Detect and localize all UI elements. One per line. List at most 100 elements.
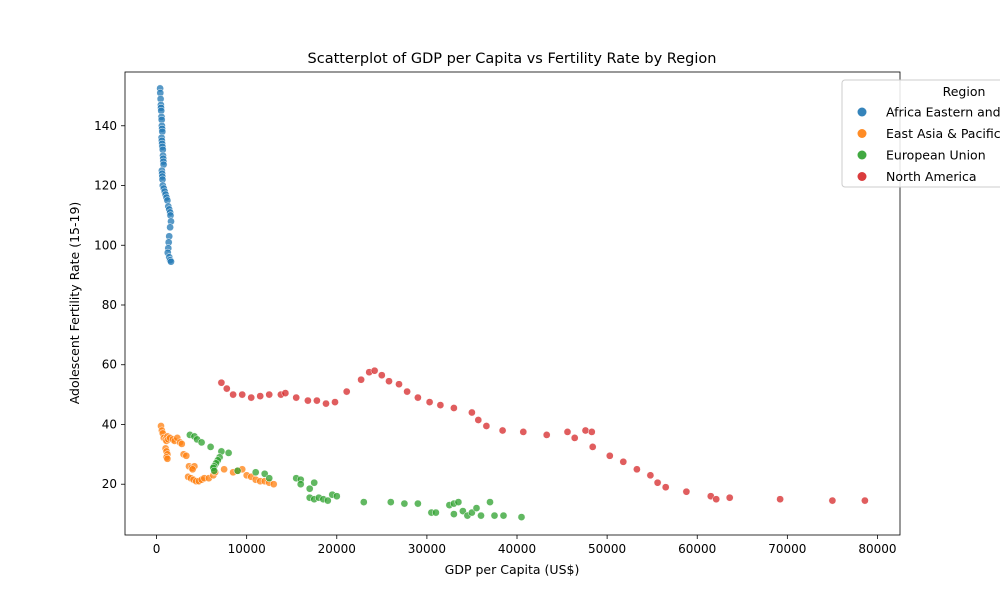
point-series-3-5 bbox=[256, 392, 265, 400]
point-series-1-45 bbox=[269, 480, 278, 489]
legend-title: Region bbox=[943, 84, 986, 99]
point-series-3-37 bbox=[605, 451, 614, 460]
point-series-3-28 bbox=[482, 422, 491, 430]
legend-entry-2: European Union bbox=[886, 148, 986, 163]
point-series-3-25 bbox=[450, 404, 458, 412]
point-series-3-19 bbox=[385, 377, 393, 386]
point-series-2-41 bbox=[468, 508, 476, 517]
x-axis: 0 10000 20000 30000 40000 50000 60000 70000 8000… bbox=[153, 535, 897, 556]
point-series-3-22 bbox=[414, 393, 422, 402]
legend-entry-0: Africa Eastern and Southern bbox=[886, 105, 1000, 120]
point-series-2-26 bbox=[323, 496, 332, 505]
point-series-3-29 bbox=[498, 426, 507, 435]
point-series-2-29 bbox=[359, 498, 368, 506]
x-tick-label-3: 30000 bbox=[408, 542, 446, 556]
point-series-1-13 bbox=[177, 440, 186, 448]
x-tick-label-4: 40000 bbox=[498, 542, 536, 556]
point-series-3-43 bbox=[682, 487, 691, 496]
y-axis-label: Adolescent Fertility Rate (15-19) bbox=[67, 202, 82, 405]
point-series-2-43 bbox=[477, 511, 485, 520]
point-series-3-33 bbox=[570, 434, 579, 442]
point-series-1-18 bbox=[163, 454, 172, 463]
x-tick-label-5: 50000 bbox=[588, 542, 626, 556]
point-series-3-8 bbox=[281, 389, 290, 397]
legend-box bbox=[841, 79, 1000, 188]
point-series-0-35 bbox=[166, 223, 174, 232]
legend: Region Africa Eastern and Southern East A… bbox=[841, 79, 1000, 188]
point-series-3-9 bbox=[292, 393, 301, 402]
point-series-3-30 bbox=[519, 428, 528, 436]
point-series-3-49 bbox=[861, 496, 869, 505]
point-series-3-3 bbox=[238, 390, 247, 399]
legend-marker-0 bbox=[857, 107, 867, 117]
x-tick-label-2: 20000 bbox=[318, 542, 356, 556]
point-series-2-12 bbox=[210, 466, 219, 475]
chart-title: Scatterplot of GDP per Capita vs Fertili… bbox=[308, 51, 717, 67]
point-series-1-20 bbox=[182, 451, 191, 460]
point-series-2-38 bbox=[450, 510, 458, 518]
point-series-3-18 bbox=[377, 371, 386, 380]
point-series-3-20 bbox=[395, 380, 403, 389]
y-tick-label-1: 40 bbox=[102, 417, 117, 431]
point-series-2-46 bbox=[499, 511, 508, 520]
point-series-3-26 bbox=[468, 408, 476, 417]
point-series-2-47 bbox=[517, 513, 526, 521]
x-tick-label-8: 80000 bbox=[858, 542, 896, 556]
point-series-3-2 bbox=[229, 390, 237, 399]
point-series-3-38 bbox=[619, 457, 628, 466]
point-series-3-13 bbox=[331, 398, 339, 406]
point-series-2-28 bbox=[332, 492, 341, 501]
y-tick-label-0: 20 bbox=[102, 477, 117, 491]
point-series-1-24 bbox=[188, 465, 197, 474]
point-series-1-35 bbox=[220, 465, 228, 474]
point-series-3-14 bbox=[342, 387, 351, 396]
point-series-3-6 bbox=[265, 390, 274, 399]
point-series-3-39 bbox=[633, 465, 641, 474]
x-tick-label-0: 0 bbox=[153, 542, 161, 556]
x-tick-label-6: 60000 bbox=[678, 542, 716, 556]
point-series-2-30 bbox=[386, 498, 395, 506]
point-series-3-17 bbox=[370, 366, 379, 375]
point-series-2-21 bbox=[305, 484, 314, 493]
y-tick-label-4: 100 bbox=[94, 238, 117, 252]
point-series-3-27 bbox=[474, 416, 483, 424]
point-series-2-34 bbox=[432, 508, 440, 517]
point-series-3-11 bbox=[313, 396, 321, 405]
y-tick-label-2: 60 bbox=[102, 358, 117, 372]
point-series-3-35 bbox=[587, 428, 596, 436]
legend-marker-1 bbox=[857, 129, 867, 138]
plot-frame bbox=[124, 71, 901, 536]
point-series-2-44 bbox=[486, 498, 494, 506]
x-tick-label-1: 10000 bbox=[228, 542, 266, 556]
point-series-3-34 bbox=[581, 426, 590, 435]
point-series-3-10 bbox=[304, 396, 312, 405]
point-series-3-40 bbox=[646, 471, 655, 480]
point-series-2-3 bbox=[197, 438, 206, 447]
y-tick-label-3: 80 bbox=[102, 298, 117, 312]
point-series-2-4 bbox=[206, 443, 215, 451]
point-series-3-1 bbox=[222, 384, 231, 393]
point-series-3-0 bbox=[217, 378, 226, 387]
point-series-3-48 bbox=[828, 496, 837, 505]
point-series-3-4 bbox=[247, 393, 256, 402]
point-series-2-32 bbox=[414, 499, 422, 508]
legend-marker-2 bbox=[857, 150, 867, 160]
point-series-3-21 bbox=[403, 387, 411, 396]
point-series-2-42 bbox=[472, 504, 481, 512]
point-series-3-47 bbox=[776, 495, 784, 504]
point-series-2-14 bbox=[251, 468, 260, 477]
point-series-3-46 bbox=[725, 493, 734, 502]
point-series-2-20 bbox=[296, 480, 305, 489]
point-series-2-6 bbox=[224, 449, 233, 457]
y-tick-label-5: 120 bbox=[94, 179, 117, 193]
x-axis-label: GDP per Capita (US$) bbox=[445, 562, 580, 577]
point-series-3-31 bbox=[542, 431, 551, 439]
point-series-2-19 bbox=[310, 478, 319, 487]
point-series-3-15 bbox=[357, 375, 365, 384]
point-series-3-12 bbox=[322, 399, 330, 408]
point-series-0-42 bbox=[167, 257, 175, 266]
x-tick-label-7: 70000 bbox=[768, 542, 806, 556]
point-series-3-32 bbox=[563, 428, 572, 436]
point-series-2-13 bbox=[233, 466, 242, 475]
